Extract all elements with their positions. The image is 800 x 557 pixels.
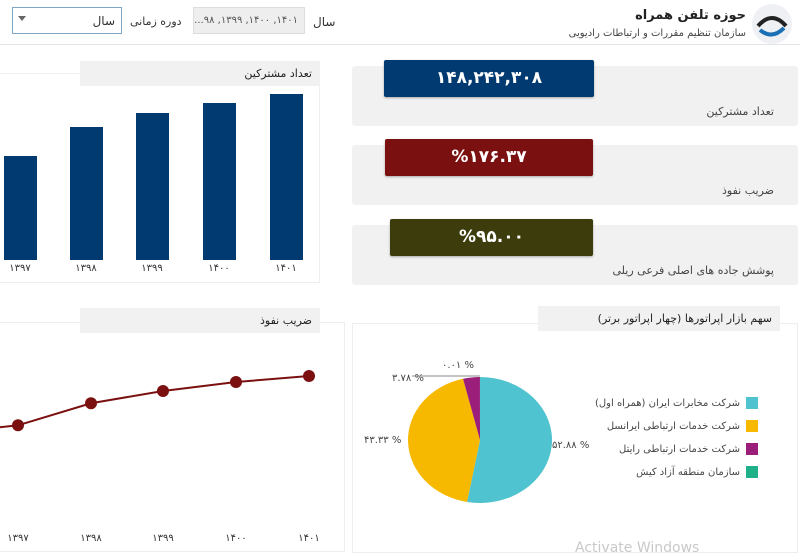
line-chart xyxy=(0,370,315,432)
legend-label: شرکت مخابرات ایران (همراه اول) xyxy=(594,397,740,409)
app-subtitle: سازمان تنظیم مقررات و ارتباطات رادیویی xyxy=(568,28,746,39)
kpi-label: پوشش جاده های اصلی فرعی ریلی xyxy=(612,264,775,277)
pie-chart: ۵۲.۸۸ % ۴۳.۳۳ % ۳.۷۸ % ۰.۰۱ % xyxy=(364,360,589,503)
legend-label: سازمان منطقه آزاد کیش xyxy=(636,466,740,478)
line-point[interactable] xyxy=(230,376,242,389)
app-title: حوزه تلفن همراه xyxy=(635,8,746,23)
x-tick-label: ۱۴۰۰ xyxy=(225,533,247,544)
kpi-subscribers: ۱۴۸,۲۴۲,۳۰۸ تعداد مشترکین xyxy=(352,60,798,126)
x-tick-label: ۱۳۹۹ xyxy=(141,263,163,274)
line-point[interactable] xyxy=(12,419,24,432)
kpi-penetration: %۱۷۶.۳۷ ضریب نفوذ xyxy=(352,139,798,205)
bar-chart-title: تعداد مشترکین xyxy=(80,61,320,86)
x-tick-label: ۱۳۹۷ xyxy=(9,263,31,274)
header: حوزه تلفن همراه سازمان تنظیم مقررات و ار… xyxy=(0,0,800,45)
kpi-label: ضریب نفوذ xyxy=(722,184,774,197)
legend-item[interactable]: شرکت خدمات ارتباطی ایرانسل xyxy=(607,420,758,432)
legend-item[interactable]: شرکت خدمات ارتباطی رایتل xyxy=(619,443,758,455)
bar[interactable] xyxy=(270,94,303,260)
legend-label: شرکت خدمات ارتباطی رایتل xyxy=(619,443,740,455)
period-select[interactable]: سال xyxy=(12,7,122,34)
year-filter[interactable]: ۱۴۰۱, ۱۴۰۰, ۱۳۹۹, ۹۸... xyxy=(193,7,305,34)
period-label: دوره زمانی xyxy=(130,15,182,28)
chevron-down-icon[interactable] xyxy=(18,16,26,21)
legend-item[interactable]: سازمان منطقه آزاد کیش xyxy=(636,466,758,478)
bar[interactable] xyxy=(4,155,37,260)
x-tick-label: ۱۴۰۰ xyxy=(208,263,230,274)
logo-icon xyxy=(752,4,792,44)
kpi-value: %۹۵.۰۰ xyxy=(390,219,593,256)
x-tick-label: ۱۳۹۸ xyxy=(80,533,102,544)
x-tick-label: ۱۴۰۱ xyxy=(298,533,320,544)
slice-label: ۳.۷۸ % xyxy=(392,373,424,384)
legend-swatch xyxy=(746,420,758,432)
pie-slice[interactable] xyxy=(463,377,480,440)
x-tick-label: ۱۳۹۹ xyxy=(152,533,174,544)
legend-swatch xyxy=(746,466,758,478)
legend-item[interactable]: شرکت مخابرات ایران (همراه اول) xyxy=(595,397,758,409)
kpi-label: تعداد مشترکین xyxy=(706,105,774,118)
x-tick-label: ۱۳۹۸ xyxy=(75,263,97,274)
pie-slice[interactable] xyxy=(467,377,552,503)
legend-label: شرکت خدمات ارتباطی ایرانسل xyxy=(606,420,740,432)
slice-label: ۴۳.۳۳ % xyxy=(364,435,401,446)
kpi-coverage: %۹۵.۰۰ پوشش جاده های اصلی فرعی ریلی xyxy=(352,219,798,285)
line-point[interactable] xyxy=(85,397,97,410)
bar[interactable] xyxy=(203,102,236,260)
slice-label: ۵۲.۸۸ % xyxy=(552,440,589,451)
pie-slice[interactable] xyxy=(408,378,480,502)
line-point[interactable] xyxy=(303,370,315,382)
year-filter-label: سال xyxy=(313,15,336,29)
bar[interactable] xyxy=(136,112,169,260)
line-chart-axis: ۱۳۹۷ ۱۳۹۸ ۱۳۹۹ ۱۴۰۰ ۱۴۰۱ xyxy=(0,0,345,557)
bar-chart: ۱۳۹۷ ۱۳۹۸ ۱۳۹۹ ۱۴۰۰ ۱۴۰۱ xyxy=(0,0,345,290)
line-chart-title: ضریب نفوذ xyxy=(80,308,320,333)
watermark: Activate Windows xyxy=(575,540,700,556)
slice-label: ۰.۰۱ % xyxy=(442,360,474,371)
pie-legend: شرکت مخابرات ایران (همراه اول) شرکت خدمات… xyxy=(352,323,798,553)
kpi-value: %۱۷۶.۳۷ xyxy=(385,139,593,176)
kpi-value: ۱۴۸,۲۴۲,۳۰۸ xyxy=(384,60,594,97)
legend-swatch xyxy=(746,443,758,455)
x-tick-label: ۱۳۹۷ xyxy=(7,533,29,544)
x-tick-label: ۱۴۰۱ xyxy=(275,263,297,274)
line-point[interactable] xyxy=(157,384,169,397)
legend-swatch xyxy=(746,397,758,409)
pie-chart-title: سهم بازار اپراتورها (چهار اپراتور برتر) xyxy=(538,306,780,331)
bar[interactable] xyxy=(70,126,103,260)
